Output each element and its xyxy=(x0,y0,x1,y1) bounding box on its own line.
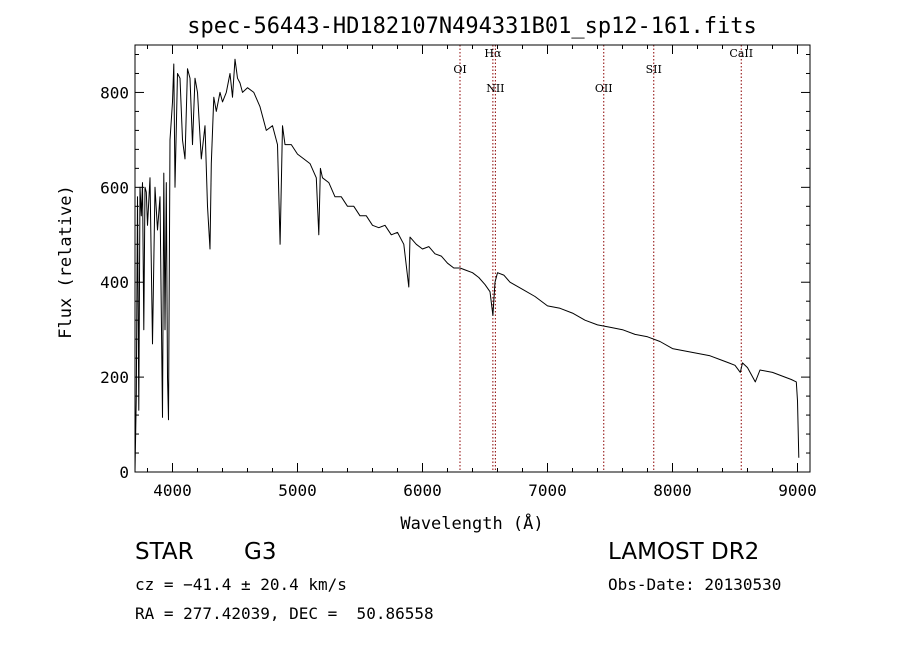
spectrum-series xyxy=(134,58,800,473)
line-marker-label: OII xyxy=(595,82,613,95)
line-marker-label: CaII xyxy=(729,47,753,60)
x-axis-label: Wavelength (Å) xyxy=(400,512,543,534)
x-tick-label: 4000 xyxy=(153,481,192,500)
chart-title: spec-56443-HD182107N494331B01_sp12-161.f… xyxy=(187,14,757,39)
x-tick-label: 6000 xyxy=(403,481,442,500)
x-tick-label: 9000 xyxy=(778,481,817,500)
obs-date: Obs-Date: 20130530 xyxy=(608,575,782,594)
coordinates-info: RA = 277.42039, DEC = 50.86558 xyxy=(135,604,434,623)
object-subclass: G3 xyxy=(244,539,277,565)
catalog-name: LAMOST DR2 xyxy=(608,539,760,565)
y-tick-label: 0 xyxy=(119,463,129,482)
spectrum-line xyxy=(134,58,800,473)
y-tick-label: 200 xyxy=(100,368,129,387)
y-tick-label: 400 xyxy=(100,273,129,292)
y-tick-label: 800 xyxy=(100,83,129,102)
line-marker-label: Hα xyxy=(484,47,502,60)
plot-frame xyxy=(134,44,811,473)
y-tick-label: 600 xyxy=(100,178,129,197)
redshift-info: cz = −41.4 ± 20.4 km/s xyxy=(135,575,347,594)
x-tick-label: 8000 xyxy=(653,481,692,500)
x-tick-label: 7000 xyxy=(528,481,567,500)
line-marker-label: NII xyxy=(486,82,504,95)
y-axis-label: Flux (relative) xyxy=(56,185,76,339)
line-marker-label: SII xyxy=(646,63,662,76)
line-marker-label: OI xyxy=(453,63,466,76)
emission-line-markers: OI Hα NII OII SII CaII xyxy=(453,45,753,472)
axis-ticks: 4000 5000 6000 7000 8000 9000 0 200 400 600 800 xyxy=(100,45,817,500)
x-tick-label: 5000 xyxy=(278,481,317,500)
object-class: STAR xyxy=(135,539,194,565)
